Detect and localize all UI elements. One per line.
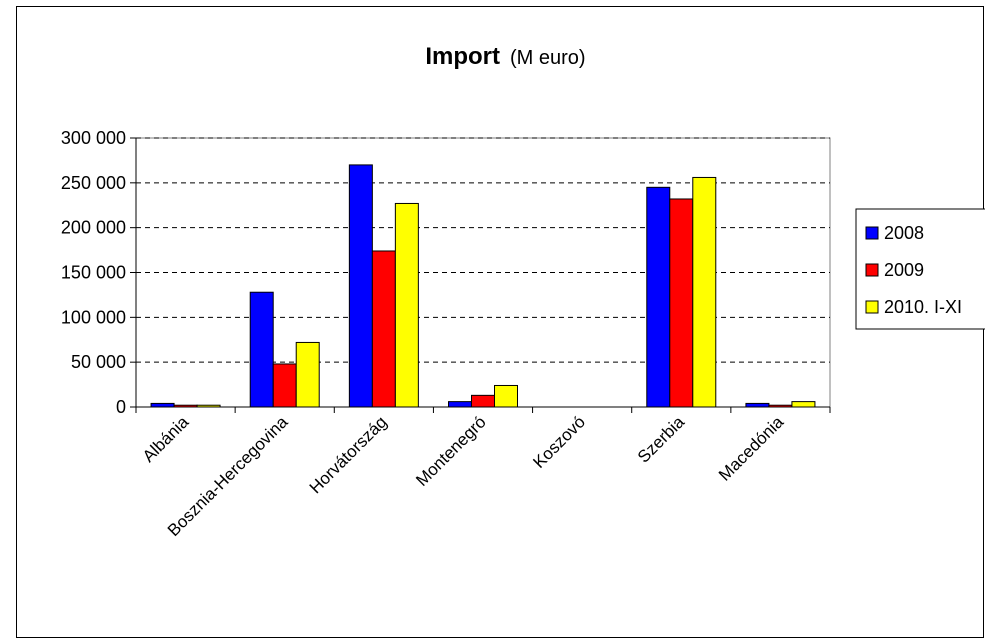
bar-2010-i-xi-7 (791, 401, 816, 408)
chart-subtitle: (M euro) (510, 47, 586, 69)
bar-2010-i-xi-6 (692, 176, 717, 408)
bar-2008-4 (448, 401, 472, 408)
bar-2010-i-xi-3 (394, 202, 419, 408)
bar-2009-6 (669, 198, 694, 408)
legend-label: 2009 (884, 260, 924, 280)
y-tick-label: 100 000 (61, 307, 126, 327)
x-category-label: Albánia (139, 412, 193, 466)
legend-swatch (865, 300, 879, 314)
bar-2009-4 (471, 394, 495, 408)
y-tick-label: 0 (116, 397, 126, 417)
bar-2008-1 (150, 402, 175, 408)
bar-2009-3 (371, 250, 396, 408)
chart-frame (16, 6, 984, 638)
y-tick-label: 150 000 (61, 263, 126, 283)
bar-2009-7 (768, 404, 793, 408)
bar-2009-2 (272, 363, 297, 408)
bar-2010-i-xi-1 (196, 404, 221, 408)
x-category-label: Horvátország (306, 412, 391, 497)
bar-2010-i-xi-2 (295, 341, 320, 408)
plot-area: 0 50 000 100 000 150 000 200 000 250 000 300 0… (61, 128, 831, 540)
bar-2009-1 (173, 404, 198, 408)
chart-title: Import (425, 43, 500, 70)
x-category-label: Koszovó (529, 412, 589, 472)
bar-2008-7 (745, 402, 770, 408)
bar-2010-i-xi-4 (494, 384, 518, 408)
x-category-label: Montenegró (412, 412, 490, 490)
y-tick-label: 300 000 (61, 128, 126, 148)
x-category-label: Szerbia (634, 412, 689, 467)
bar-2008-3 (348, 164, 373, 408)
legend-label: 2008 (884, 223, 924, 243)
legend-label: 2010. I-XI (884, 297, 962, 317)
y-tick-label: 200 000 (61, 218, 126, 238)
legend-swatch (865, 263, 879, 277)
legend-swatch (865, 226, 879, 240)
bar-2008-2 (249, 291, 274, 408)
legend: 2008 2009 2010. I-XI (855, 208, 985, 330)
x-category-label: Macedónia (715, 412, 788, 485)
y-tick-label: 50 000 (71, 352, 126, 372)
bar-2008-6 (646, 186, 671, 408)
y-tick-label: 250 000 (61, 173, 126, 193)
